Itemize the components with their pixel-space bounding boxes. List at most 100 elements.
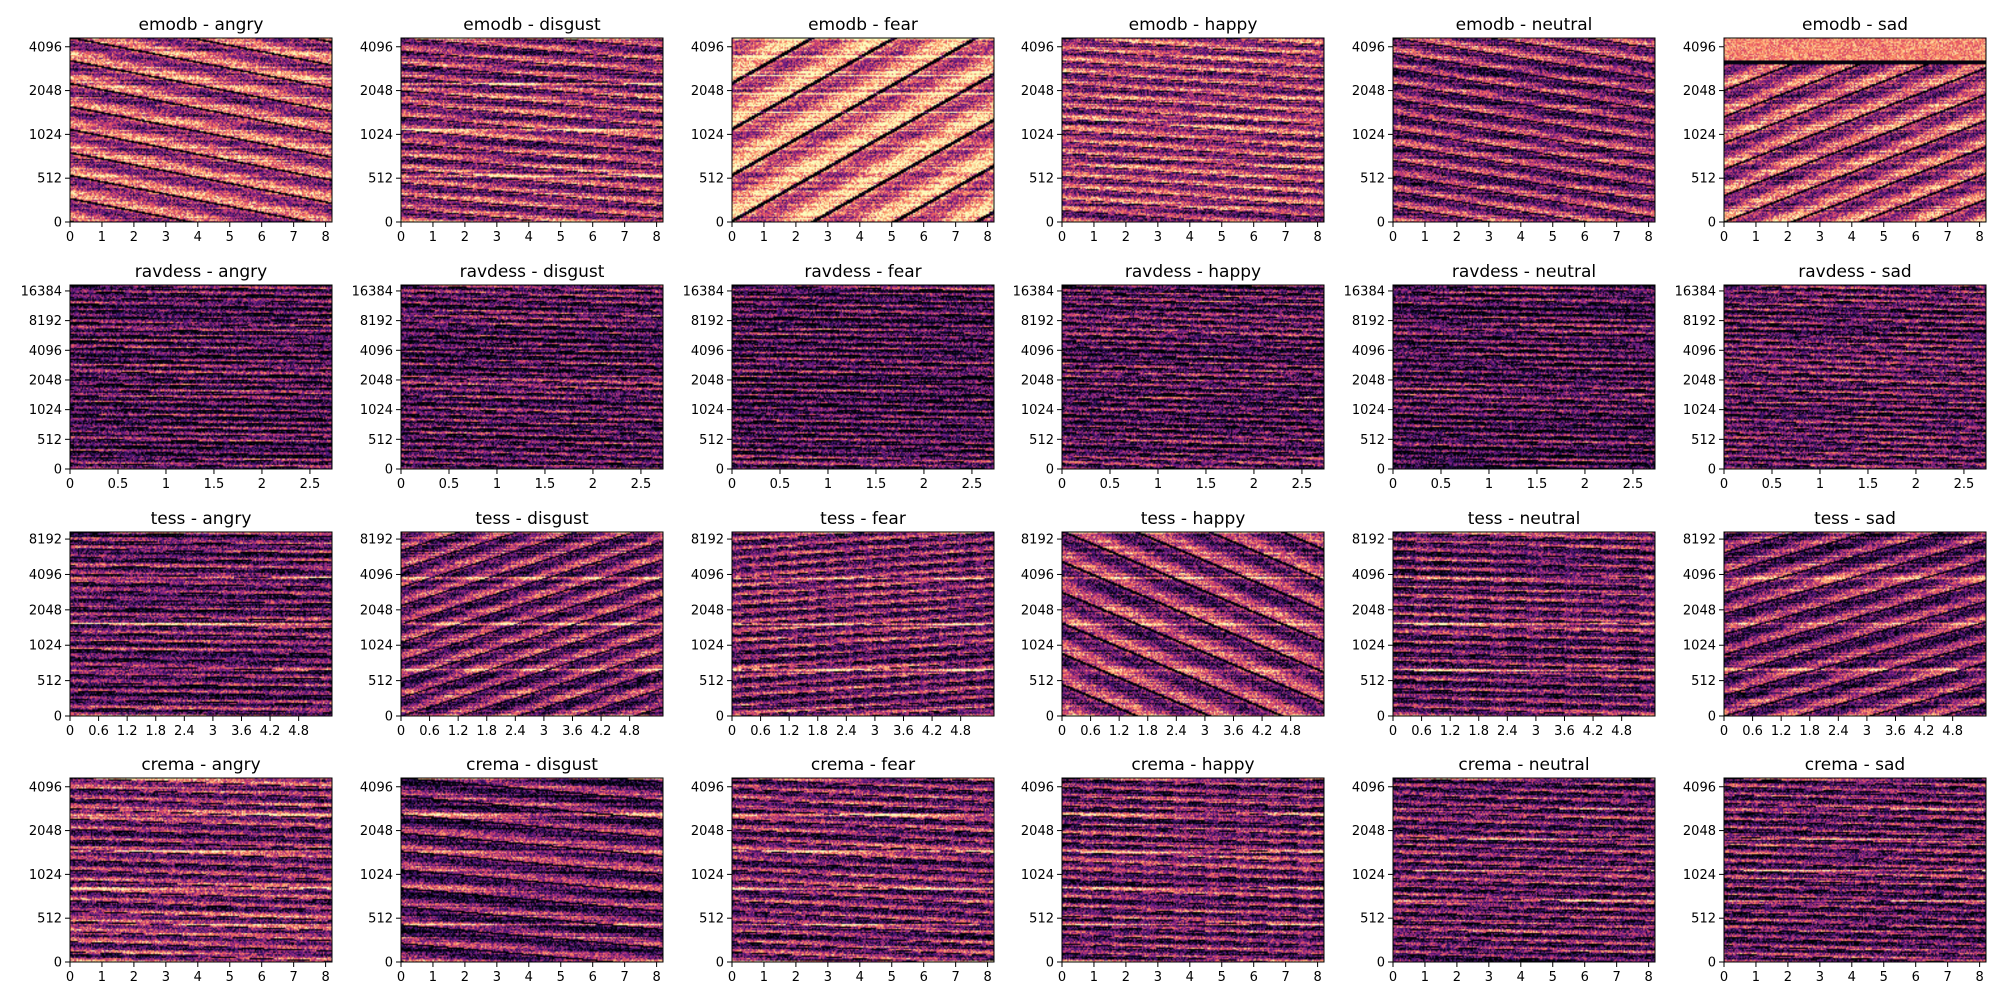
- y-tick-label: 2048: [691, 824, 724, 839]
- spectrogram-image: [732, 778, 994, 962]
- y-tick-label: 8192: [1683, 533, 1716, 548]
- y-tick-label: 1024: [1683, 403, 1716, 418]
- x-tick-label: 0.6: [88, 724, 109, 739]
- y-tick-label: 0: [716, 463, 724, 478]
- x-tick-label: 5: [1880, 970, 1888, 985]
- y-tick-label: 1024: [1352, 128, 1385, 143]
- x-tick-label: 0: [1720, 970, 1728, 985]
- x-tick-label: 0: [1058, 230, 1066, 245]
- x-tick-label: 2: [1581, 477, 1589, 492]
- x-tick-label: 3: [871, 724, 879, 739]
- y-tick-label: 1024: [691, 403, 724, 418]
- panel-title: crema - fear: [811, 755, 915, 775]
- y-tick-label: 512: [1029, 172, 1054, 187]
- panel-tess-neutral: tess - neutral 0 0.6 1.2 1.8 2.4 3 3.6 4.2 4.8 0 51…: [1352, 509, 1656, 739]
- y-tick-label: 0: [1046, 956, 1054, 971]
- x-tick-label: 1.2: [1440, 724, 1461, 739]
- y-tick-label: 0: [1708, 463, 1716, 478]
- x-tick-label: 0: [1720, 724, 1728, 739]
- x-tick-label: 3: [1863, 724, 1871, 739]
- y-tick-label: 0: [716, 956, 724, 971]
- x-tick-label: 8: [652, 970, 660, 985]
- y-tick-label: 1024: [360, 128, 393, 143]
- spectrogram-image: [1393, 285, 1655, 469]
- spectrogram-image: [1724, 778, 1986, 962]
- x-tick-label: 1.2: [117, 724, 138, 739]
- x-tick-label: 0.6: [1742, 724, 1763, 739]
- x-tick-label: 3: [824, 970, 832, 985]
- axes-frame: [69, 37, 333, 223]
- y-tick-label: 2048: [1352, 603, 1385, 618]
- x-tick-label: 2.4: [1497, 724, 1518, 739]
- x-tick-label: 1.5: [204, 477, 225, 492]
- y-tick-label: 0: [1046, 710, 1054, 725]
- spectrogram-image: [1062, 38, 1324, 222]
- spectrogram-image: [732, 285, 994, 469]
- y-tick-label: 4096: [1352, 780, 1385, 795]
- x-tick-label: 3: [1154, 230, 1162, 245]
- x-tick-label: 0: [728, 477, 736, 492]
- x-tick-label: 4: [1517, 230, 1525, 245]
- y-tick-label: 16384: [683, 284, 724, 299]
- x-tick-label: 8: [983, 230, 991, 245]
- y-tick-label: 0: [716, 710, 724, 725]
- panel-ravdess-fear: ravdess - fear 0 0.5 1 1.5 2 2.5 0 512 1024 2048 40…: [683, 262, 995, 492]
- x-tick-label: 2: [920, 477, 928, 492]
- y-tick-label: 1024: [1021, 639, 1054, 654]
- x-tick-label: 0.5: [1431, 477, 1452, 492]
- y-tick-label: 2048: [29, 84, 62, 99]
- y-tick-label: 0: [1708, 710, 1716, 725]
- x-tick-label: 3: [162, 230, 170, 245]
- x-tick-label: 8: [321, 970, 329, 985]
- y-tick-label: 2048: [1683, 603, 1716, 618]
- x-tick-label: 2.5: [1954, 477, 1975, 492]
- panel-title: crema - neutral: [1458, 755, 1589, 775]
- panel-crema-neutral: crema - neutral 0 1 2 3 4 5 6 7 8 0 512 1024 2048 4096: [1352, 755, 1656, 985]
- x-tick-label: 2.4: [1828, 724, 1849, 739]
- y-tick-label: 4096: [1352, 40, 1385, 55]
- y-tick-label: 0: [1708, 216, 1716, 231]
- y-tick-label: 1024: [1683, 639, 1716, 654]
- x-tick-label: 1: [429, 230, 437, 245]
- x-tick-label: 3: [162, 970, 170, 985]
- spectrogram-image: [1724, 532, 1986, 716]
- x-tick-label: 7: [290, 230, 298, 245]
- x-tick-label: 4: [194, 230, 202, 245]
- y-tick-label: 1024: [29, 128, 62, 143]
- y-tick-label: 0: [1046, 463, 1054, 478]
- y-tick-label: 16384: [1344, 284, 1385, 299]
- y-tick-label: 1024: [360, 868, 393, 883]
- x-tick-label: 1: [1421, 970, 1429, 985]
- x-tick-label: 1.2: [779, 724, 800, 739]
- y-tick-label: 2048: [1352, 824, 1385, 839]
- x-tick-label: 1: [760, 230, 768, 245]
- x-tick-label: 2: [1784, 970, 1792, 985]
- x-tick-label: 3: [1201, 724, 1209, 739]
- y-tick-label: 16384: [1675, 284, 1716, 299]
- x-tick-label: 4.2: [1252, 724, 1273, 739]
- x-tick-label: 4.2: [591, 724, 612, 739]
- x-tick-label: 1: [1752, 970, 1760, 985]
- panel-title: crema - sad: [1805, 755, 1905, 775]
- x-tick-label: 4: [1848, 230, 1856, 245]
- y-tick-label: 4096: [1352, 568, 1385, 583]
- axes-frame: [400, 284, 664, 470]
- x-tick-label: 2: [461, 970, 469, 985]
- x-tick-label: 1.8: [1137, 724, 1158, 739]
- x-tick-label: 2.5: [300, 477, 321, 492]
- y-tick-label: 2048: [691, 84, 724, 99]
- y-tick-label: 1024: [360, 403, 393, 418]
- x-tick-label: 5: [557, 230, 565, 245]
- y-tick-label: 1024: [691, 639, 724, 654]
- x-tick-label: 6: [258, 970, 266, 985]
- x-tick-label: 1.5: [1527, 477, 1548, 492]
- x-tick-label: 6: [1581, 970, 1589, 985]
- x-tick-label: 3: [1816, 970, 1824, 985]
- y-tick-label: 512: [699, 172, 724, 187]
- y-tick-label: 8192: [1683, 314, 1716, 329]
- y-tick-label: 4096: [360, 780, 393, 795]
- x-tick-label: 6: [258, 230, 266, 245]
- y-tick-label: 0: [385, 463, 393, 478]
- x-tick-label: 3: [1154, 970, 1162, 985]
